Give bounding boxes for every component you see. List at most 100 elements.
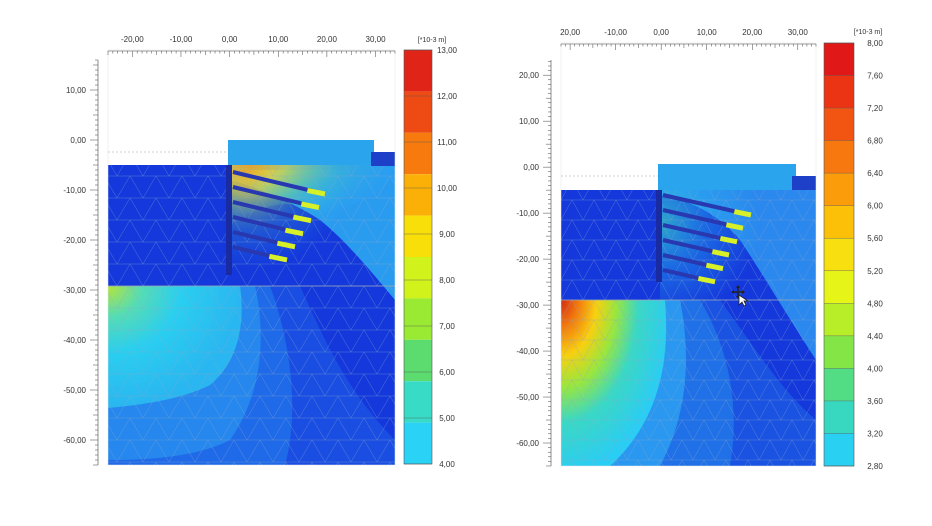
r-y-tick-label: -60,00: [516, 439, 539, 448]
l-y-tick-label: -60,00: [63, 436, 86, 445]
l-y-tick-label: -50,00: [63, 386, 86, 395]
l-legend-label: 6,00: [439, 368, 455, 377]
r-legend-label: 6,80: [867, 137, 883, 146]
r-legend-swatch: [824, 140, 854, 174]
left-y-axis: 10,00 0,00 -10,00 -20,00 -30,00 -40,00 -50,00 -…: [63, 59, 99, 466]
r-legend-swatch: [824, 108, 854, 141]
r-legend-label: 5,60: [867, 234, 883, 243]
r-legend-label: 8,00: [867, 39, 883, 48]
l-x-tick-label: -20,00: [121, 35, 144, 44]
l-x-tick-label: 10,00: [268, 35, 289, 44]
l-x-tick-label: 0,00: [222, 35, 238, 44]
l-legend-label: 8,00: [439, 276, 455, 285]
r-anchor-grout: [697, 275, 716, 285]
right-mesh: [561, 190, 816, 466]
r-anchor-grout: [705, 262, 724, 272]
r-legend-swatch: [824, 368, 854, 401]
move-cursor-icon: [731, 285, 750, 307]
r-y-tick-label: -30,00: [516, 301, 539, 310]
r-legend-label: 2,80: [867, 462, 883, 471]
r-y-tick-label: -10,00: [516, 209, 539, 218]
r-legend-label: 6,40: [867, 169, 883, 178]
l-legend-swatch: [404, 215, 432, 257]
r-legend-label: 7,20: [867, 104, 883, 113]
l-legend-label: 10,00: [437, 184, 458, 193]
right-anchors: [662, 193, 752, 285]
r-x-tick-label: 0,00: [653, 28, 669, 37]
r-legend-swatch: [824, 303, 854, 336]
left-mesh: [108, 165, 395, 465]
r-x-tick-label: 20,00: [560, 28, 581, 37]
r-legend-swatch: [824, 173, 854, 206]
l-x-tick-label: 30,00: [366, 35, 387, 44]
right-wall: [656, 190, 662, 282]
l-legend-label: 13,00: [437, 46, 458, 55]
l-y-tick-label: -20,00: [63, 236, 86, 245]
r-legend-label: 4,40: [867, 332, 883, 341]
right-plot-border: [560, 42, 817, 467]
r-legend-label: 3,20: [867, 429, 883, 438]
r-y-tick-label: -50,00: [516, 393, 539, 402]
l-legend-swatch: [404, 422, 432, 464]
l-legend-swatch: [404, 174, 432, 216]
l-anchor-grout: [306, 187, 326, 197]
left-plot-border: [107, 49, 396, 466]
l-anchor-grout: [284, 227, 304, 237]
l-legend-label: 9,00: [439, 230, 455, 239]
l-y-tick-label: -40,00: [63, 336, 86, 345]
l-legend-swatch: [404, 132, 432, 175]
l-legend-label: 12,00: [437, 92, 458, 101]
r-legend-swatch: [824, 400, 854, 434]
l-anchor-grout: [276, 240, 296, 250]
left-building: [228, 140, 374, 165]
l-legend-swatch: [404, 339, 432, 382]
r-legend-label: 4,00: [867, 364, 883, 373]
r-y-tick-label: -40,00: [516, 347, 539, 356]
r-y-tick-label: -20,00: [516, 255, 539, 264]
left-wall: [226, 165, 232, 275]
r-legend-swatch: [824, 75, 854, 109]
r-legend-label: 5,20: [867, 267, 883, 276]
r-anchor-grout: [733, 209, 752, 218]
l-legend-label: 5,00: [439, 414, 455, 423]
l-legend-swatch: [404, 91, 432, 133]
l-y-tick-label: -30,00: [63, 286, 86, 295]
l-legend-swatch: [404, 257, 432, 299]
left-x-axis: -20,00 -10,00 0,00 10,00 20,00 30,00: [107, 35, 396, 57]
l-legend-swatch: [404, 50, 432, 92]
right-panel: 20,00 -10,00 0,00 10,00 20,00 30,00 20,00 10,0…: [516, 28, 883, 471]
r-y-tick-label: 0,00: [523, 163, 539, 172]
left-legend: 13,00 12,00 11,00 10,00 9,00 8,00 7,00 6,00 5,00…: [403, 37, 458, 469]
r-legend-swatch: [824, 335, 854, 369]
left-plot-area: [108, 140, 395, 465]
r-legend-swatch: [824, 433, 854, 466]
r-legend-label: 7,60: [867, 72, 883, 81]
l-legend-label: 4,00: [439, 460, 455, 469]
r-legend-swatch: [824, 270, 854, 304]
right-x-axis: 20,00 -10,00 0,00 10,00 20,00 30,00: [560, 28, 817, 50]
right-y-axis: 20,00 10,00 0,00 -10,00 -20,00 -30,00 -40,00 -5…: [516, 60, 552, 467]
l-legend-swatch: [404, 298, 432, 340]
left-panel: -20,00 -10,00 0,00 10,00 20,00 30,00 10,00 0,0…: [63, 35, 457, 469]
right-building-right: [792, 176, 816, 190]
l-legend-label: 11,00: [437, 138, 457, 147]
r-anchor-grout: [725, 222, 744, 231]
left-anchors: [232, 170, 326, 263]
r-x-tick-label: -10,00: [604, 28, 627, 37]
right-building: [658, 164, 796, 190]
l-y-tick-label: 10,00: [66, 86, 87, 95]
r-legend-unit: [*10-3 m]: [854, 29, 882, 36]
left-building-right: [371, 152, 395, 166]
r-anchor-grout: [719, 235, 738, 245]
l-anchor-grout: [292, 214, 312, 224]
r-legend-swatch: [824, 238, 854, 271]
l-x-tick-label: 20,00: [317, 35, 338, 44]
l-legend-unit: [*10-3 m]: [418, 37, 446, 44]
l-legend-label: 7,00: [439, 322, 455, 331]
l-anchor-grout: [268, 253, 288, 263]
l-y-tick-label: -10,00: [63, 186, 86, 195]
r-anchor-grout: [711, 249, 730, 258]
r-legend-label: 6,00: [867, 202, 883, 211]
r-legend-swatch: [824, 43, 854, 76]
right-plot-area: [561, 164, 816, 466]
